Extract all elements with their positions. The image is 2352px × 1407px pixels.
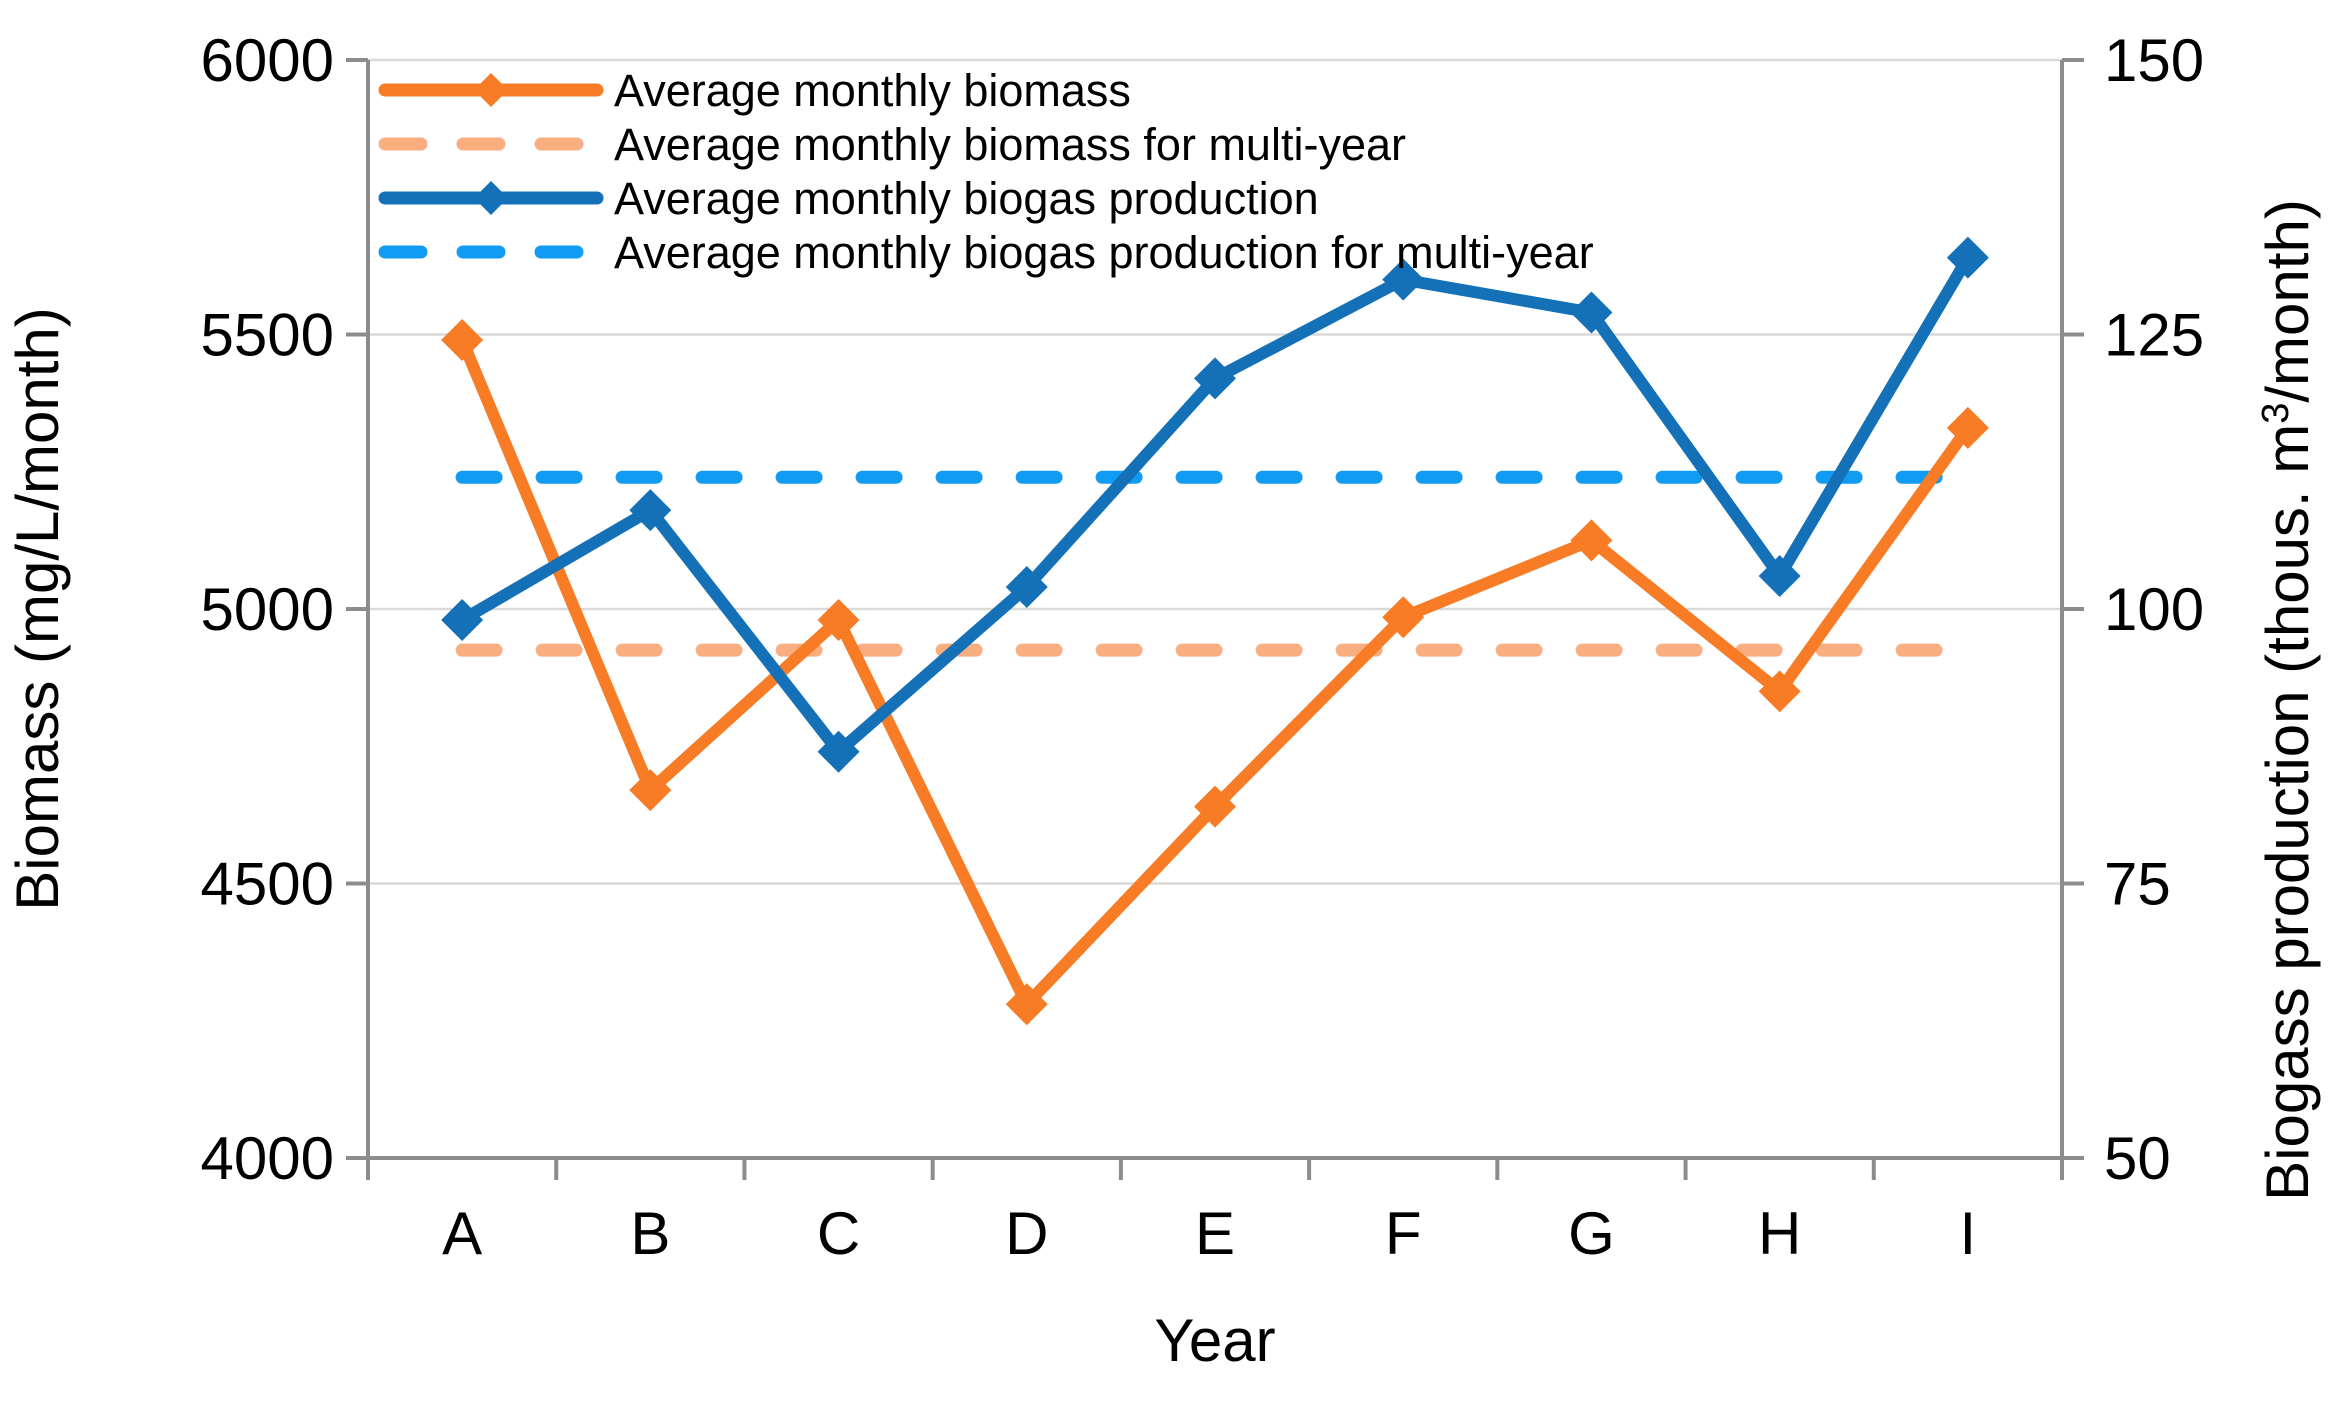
right-tick-label-125: 125 [2104, 302, 2204, 369]
series-average-monthly-biogas-production-marker-C [817, 730, 860, 773]
left-axis-title: Biomass (mg/L/month) [4, 307, 71, 911]
series-average-monthly-biomass-marker-C [817, 598, 860, 641]
right-tick-label-100: 100 [2104, 576, 2204, 643]
x-tick-label-I: I [1960, 1200, 1977, 1267]
x-tick-label-E: E [1195, 1200, 1235, 1267]
right-tick-label-150: 150 [2104, 27, 2204, 94]
legend-item-average-monthly-biogas-production-sample-diamond-marker [474, 181, 508, 215]
series-average-monthly-biomass-marker-E [1194, 785, 1236, 828]
left-tick-label-6000: 6000 [201, 27, 334, 94]
series-average-monthly-biomass-marker-A [441, 318, 484, 361]
legend-item-average-monthly-biogas-production-for-multi-year: Average monthly biogas production for mu… [378, 227, 1594, 278]
legend-item-average-monthly-biomass-label: Average monthly biomass [614, 65, 1131, 116]
series-average-monthly-biomass-marker-D [1005, 983, 1048, 1026]
x-tick-label-B: B [630, 1200, 670, 1267]
legend-item-average-monthly-biomass-for-multi-year-label: Average monthly biomass for multi-year [614, 119, 1406, 170]
series-average-monthly-biomass-marker-H [1758, 670, 1801, 713]
left-tick-label-5500: 5500 [201, 302, 334, 369]
series-average-monthly-biogas-production-marker-E [1194, 357, 1236, 400]
series-average-monthly-biogas-production-marker-H [1758, 555, 1801, 598]
x-tick-label-C: C [817, 1200, 860, 1267]
x-tick-label-G: G [1568, 1200, 1615, 1267]
left-tick-label-4500: 4500 [201, 851, 334, 918]
right-tick-label-75: 75 [2104, 851, 2171, 918]
right-tick-label-50: 50 [2104, 1125, 2171, 1192]
series-average-monthly-biogas-production-marker-B [629, 489, 672, 532]
series-average-monthly-biogas-production-marker-G [1570, 291, 1613, 334]
legend-item-average-monthly-biomass: Average monthly biomass [378, 65, 1131, 116]
legend-item-average-monthly-biogas-production-for-multi-year-label: Average monthly biogas production for mu… [614, 227, 1594, 278]
x-tick-label-A: A [442, 1200, 482, 1267]
x-tick-label-F: F [1385, 1200, 1422, 1267]
series-average-monthly-biogas-production-marker-F [1382, 258, 1425, 301]
series-average-monthly-biomass-marker-F [1382, 596, 1425, 639]
legend-item-average-monthly-biomass-sample-diamond-marker [474, 73, 508, 107]
right-axis-title: Biogass production (thous. m3/month) [2254, 199, 2321, 1201]
left-tick-label-4000: 4000 [201, 1125, 334, 1192]
x-axis-title: Year [1154, 1307, 1275, 1374]
series-average-monthly-biomass-marker-I [1946, 406, 1989, 449]
x-tick-label-D: D [1005, 1200, 1048, 1267]
series-average-monthly-biomass-marker-B [629, 769, 672, 812]
x-tick-label-H: H [1758, 1200, 1801, 1267]
series-average-monthly-biogas-production-marker-I [1946, 236, 1989, 279]
series-average-monthly-biomass-marker-G [1570, 519, 1613, 562]
series-average-monthly-biogas-production-marker-D [1005, 566, 1048, 609]
left-tick-label-5000: 5000 [201, 576, 334, 643]
series-average-monthly-biogas-production-marker-A [441, 598, 484, 641]
legend-item-average-monthly-biomass-for-multi-year: Average monthly biomass for multi-year [378, 119, 1406, 170]
legend-item-average-monthly-biogas-production: Average monthly biogas production [378, 173, 1319, 224]
legend-item-average-monthly-biogas-production-label: Average monthly biogas production [614, 173, 1319, 224]
